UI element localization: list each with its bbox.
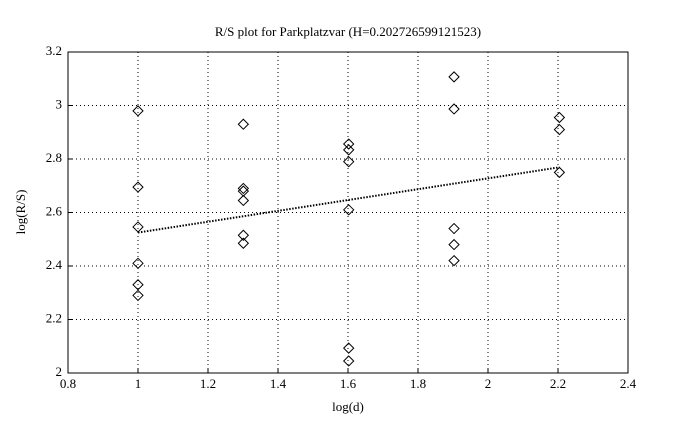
- data-point: [237, 182, 250, 195]
- data-point: [342, 155, 355, 168]
- data-point: [132, 221, 144, 233]
- x-tick-label: 1.6: [340, 376, 357, 391]
- data-point: [237, 237, 250, 249]
- fit-line: [137, 166, 560, 234]
- x-tick-label: 1.8: [410, 376, 426, 391]
- x-tick-label: 1.2: [200, 376, 216, 391]
- data-point: [342, 355, 355, 367]
- y-tick-label: 2.2: [46, 310, 62, 325]
- data-point: [237, 118, 250, 130]
- data-point: [448, 254, 460, 267]
- data-point: [342, 342, 355, 354]
- plot-frame: [67, 51, 629, 374]
- x-tick-label: 2.4: [620, 376, 637, 391]
- y-tick-label: 3: [56, 96, 63, 111]
- data-point: [448, 238, 460, 251]
- x-tick-label: 1.4: [270, 376, 287, 391]
- y-tick-label: 3.2: [46, 43, 62, 58]
- data-point: [132, 289, 144, 302]
- data-point: [342, 204, 355, 216]
- x-axis-label: log(d): [332, 399, 364, 414]
- x-tick-label: 2: [485, 376, 492, 391]
- data-point: [553, 111, 566, 124]
- data-point: [132, 181, 144, 193]
- chart-title: R/S plot for Parkplatzvar (H=0.202726599…: [215, 24, 481, 39]
- y-tick-label: 2.8: [46, 150, 62, 165]
- data-point: [342, 138, 355, 150]
- data-point: [342, 144, 355, 156]
- data-point: [132, 105, 144, 117]
- y-tick-label: 2.6: [46, 203, 63, 218]
- y-axis-label: log(R/S): [13, 190, 28, 235]
- x-tick-label: 0.8: [60, 376, 76, 391]
- data-point: [237, 229, 250, 241]
- data-point: [553, 166, 566, 179]
- y-tick-label: 2.4: [46, 257, 63, 272]
- y-tick-label: 2: [56, 364, 63, 379]
- data-point: [448, 103, 460, 115]
- x-tick-label: 2.2: [550, 376, 566, 391]
- data-point: [553, 123, 566, 136]
- data-point: [132, 257, 144, 270]
- data-point: [237, 194, 250, 207]
- data-point: [448, 222, 460, 235]
- x-tick-label: 1: [135, 376, 142, 391]
- data-point: [448, 71, 460, 83]
